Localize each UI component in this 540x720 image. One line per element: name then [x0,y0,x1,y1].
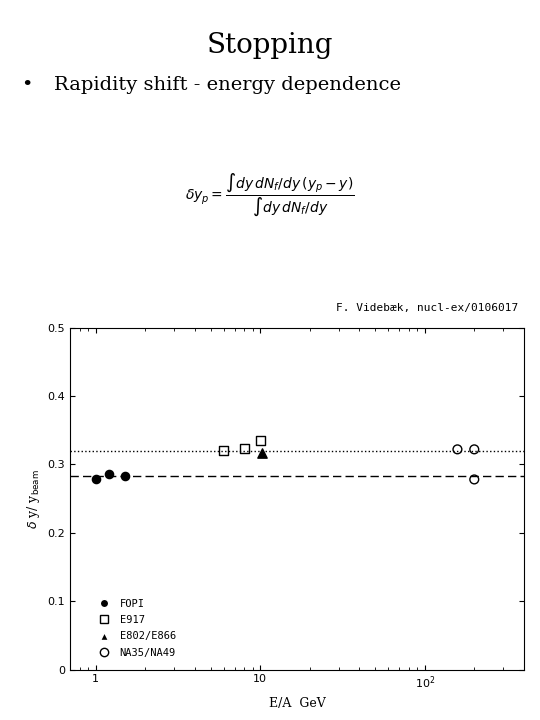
Legend: FOPI, E917, E802/E866, NA35/NA49: FOPI, E917, E802/E866, NA35/NA49 [93,599,176,657]
Text: $\delta y_p = \dfrac{\int dy\,dN_f/dy\,(y_p - y)}{\int dy\,dN_f/dy}$: $\delta y_p = \dfrac{\int dy\,dN_f/dy\,(… [185,171,355,217]
Point [257,448,266,459]
Text: F. Videbæk, nucl-ex/0106017: F. Videbæk, nucl-ex/0106017 [336,303,518,313]
Text: •: • [22,76,33,94]
Point [120,470,129,482]
Point [219,445,228,456]
Point [453,444,462,455]
Text: Stopping: Stopping [207,32,333,59]
Text: Rapidity shift - energy dependence: Rapidity shift - energy dependence [54,76,401,94]
Point [256,435,265,446]
Point [240,443,248,454]
Point [91,474,100,485]
Point [104,468,113,480]
Point [470,444,478,455]
Point [470,474,478,485]
Y-axis label: $\delta$ y/ y$_\mathrm{beam}$: $\delta$ y/ y$_\mathrm{beam}$ [25,469,42,528]
X-axis label: E/A  GeV: E/A GeV [268,697,326,710]
